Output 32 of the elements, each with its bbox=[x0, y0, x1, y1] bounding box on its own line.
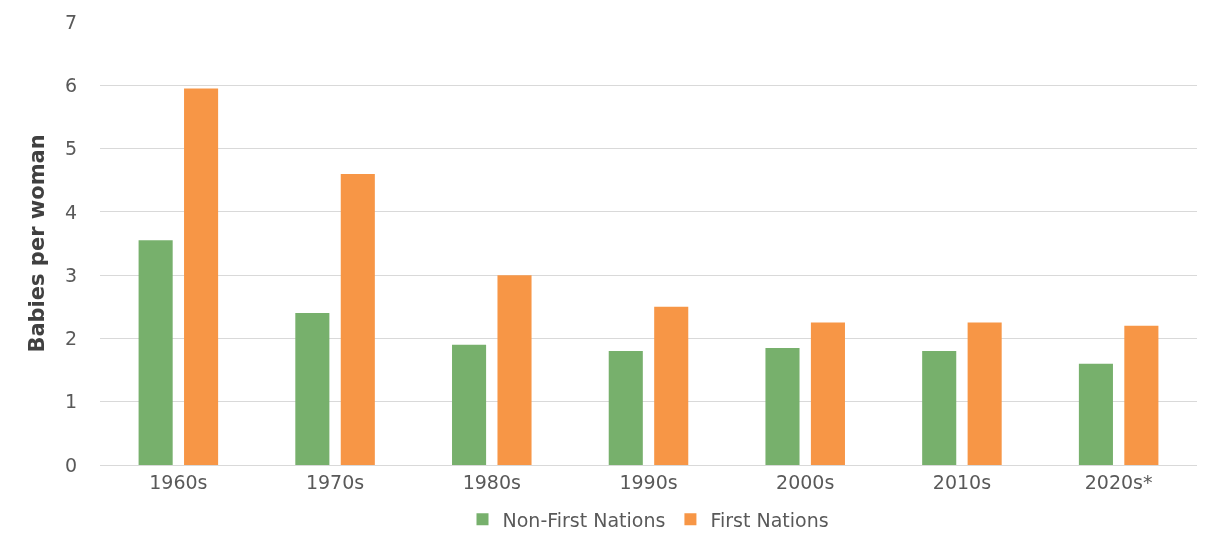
x-tick-label: 2010s bbox=[932, 470, 992, 493]
bar bbox=[654, 306, 689, 465]
x-tick-label: 1970s bbox=[305, 470, 365, 493]
bar bbox=[608, 351, 643, 465]
bar bbox=[967, 322, 1002, 465]
x-tick-label: 1960s bbox=[149, 470, 208, 493]
bar bbox=[295, 313, 330, 465]
x-tick-label: 2020s* bbox=[1084, 470, 1153, 493]
y-tick-label: 2 bbox=[64, 327, 77, 350]
y-tick-label: 7 bbox=[64, 10, 77, 33]
bar bbox=[922, 351, 957, 465]
bar bbox=[765, 347, 800, 465]
legend-label: Non-First Nations bbox=[502, 508, 666, 531]
y-tick-label: 3 bbox=[64, 263, 77, 286]
bar bbox=[452, 344, 487, 465]
y-tick-label: 5 bbox=[64, 137, 77, 160]
x-tick-label: 1980s bbox=[462, 470, 521, 493]
bar bbox=[497, 275, 532, 465]
y-axis-title: Babies per woman bbox=[25, 134, 50, 353]
y-tick-label: 4 bbox=[64, 200, 77, 223]
y-tick-label: 0 bbox=[64, 453, 77, 476]
y-tick-label: 1 bbox=[64, 390, 77, 413]
bar bbox=[810, 322, 845, 465]
legend-label: First Nations bbox=[710, 508, 829, 531]
bar bbox=[1124, 325, 1159, 465]
bar bbox=[138, 240, 173, 465]
bar bbox=[184, 88, 219, 465]
x-tick-label: 2000s bbox=[776, 470, 835, 493]
x-tick-label: 1990s bbox=[619, 470, 678, 493]
bar bbox=[1078, 363, 1113, 465]
bar bbox=[340, 173, 375, 465]
y-tick-label: 6 bbox=[64, 73, 77, 96]
